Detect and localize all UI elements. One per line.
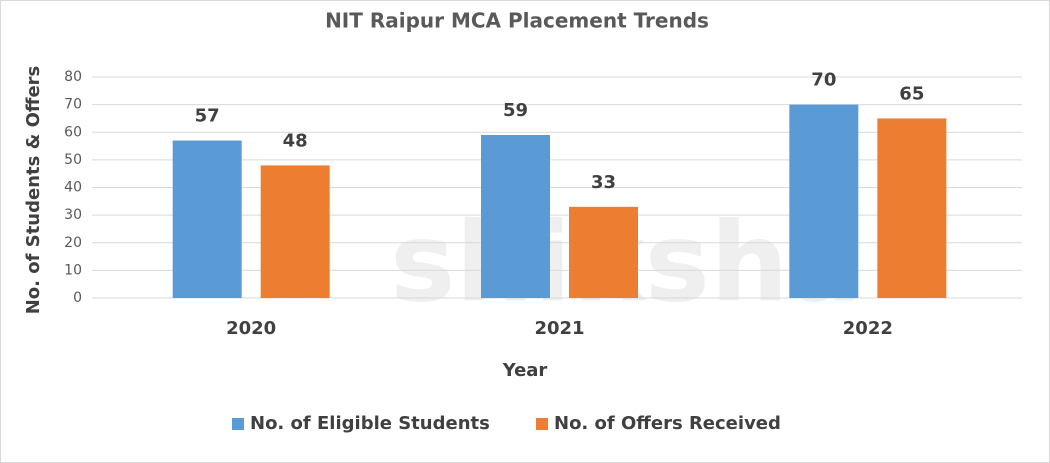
legend-label: No. of Eligible Students xyxy=(250,413,490,434)
value-label: 57 xyxy=(195,106,220,127)
y-tick-label: 0 xyxy=(73,290,82,306)
value-label: 48 xyxy=(283,130,308,151)
bar xyxy=(172,140,242,298)
y-tick-label: 20 xyxy=(64,235,82,251)
legend-label: No. of Offers Received xyxy=(554,413,781,434)
y-tick-label: 80 xyxy=(64,69,82,85)
x-tick-label: 2021 xyxy=(534,318,584,339)
y-tick-label: 40 xyxy=(64,180,82,196)
y-axis-title: No. of Students & Offers xyxy=(23,66,44,315)
chart-title: NIT Raipur MCA Placement Trends xyxy=(325,9,709,33)
bar xyxy=(260,165,330,298)
legend-swatch xyxy=(536,418,548,430)
value-label: 65 xyxy=(899,83,924,104)
value-label: 33 xyxy=(591,172,616,193)
x-tick-label: 2020 xyxy=(226,318,276,339)
bar xyxy=(569,206,638,298)
x-tick-label: 2022 xyxy=(843,318,893,339)
bar xyxy=(789,104,859,298)
x-axis-title: Year xyxy=(502,360,548,381)
legend-swatch xyxy=(232,418,244,430)
value-label: 70 xyxy=(811,70,836,91)
y-tick-label: 70 xyxy=(64,97,82,113)
value-label: 59 xyxy=(503,100,528,121)
y-tick-label: 10 xyxy=(64,262,82,278)
y-tick-label: 30 xyxy=(64,207,82,223)
y-tick-label: 60 xyxy=(64,124,82,140)
y-tick-label: 50 xyxy=(64,152,82,168)
bar xyxy=(877,118,947,298)
bar xyxy=(481,135,550,298)
